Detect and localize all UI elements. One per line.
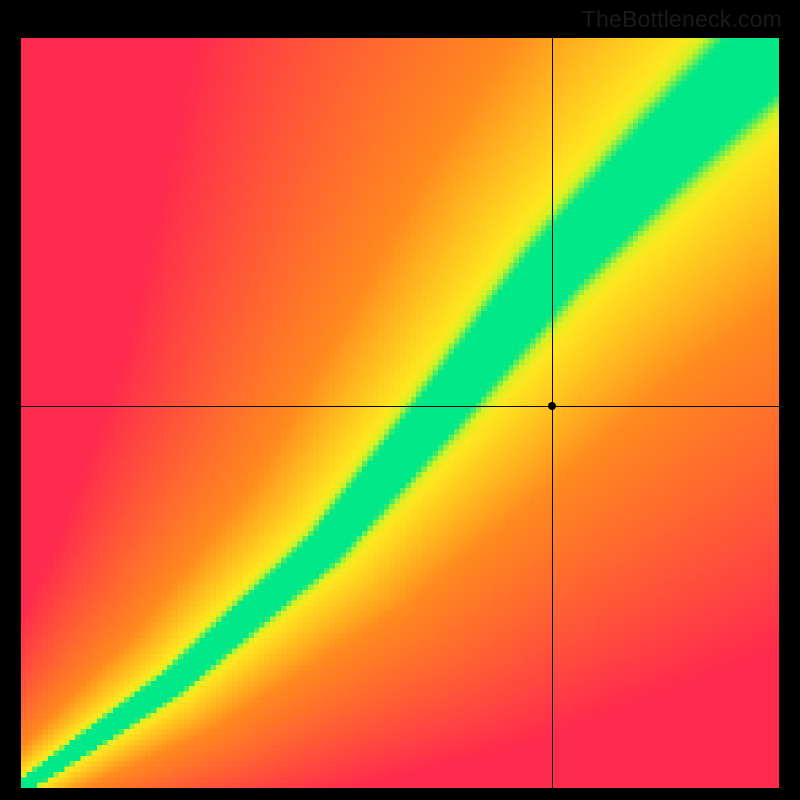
chart-container: TheBottleneck.com	[0, 0, 800, 800]
crosshair-horizontal	[21, 406, 779, 407]
crosshair-vertical	[552, 38, 553, 788]
bottleneck-heatmap	[21, 38, 779, 788]
crosshair-dot	[548, 402, 556, 410]
watermark-text: TheBottleneck.com	[582, 6, 782, 33]
